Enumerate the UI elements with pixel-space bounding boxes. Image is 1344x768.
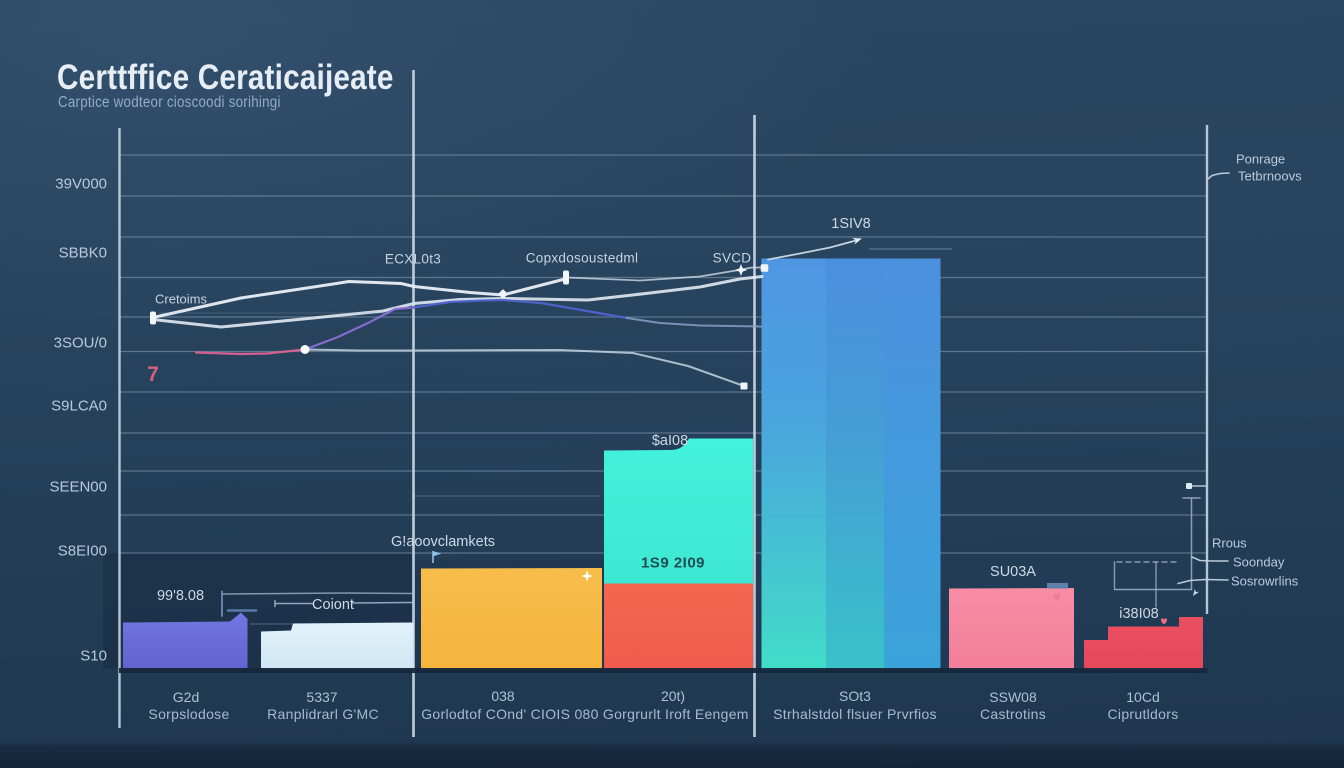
- bar-value-label: i38I08: [1119, 605, 1159, 622]
- callout-998-line: [221, 592, 414, 595]
- x-axis-category: Ranplidrarl G'MC: [267, 706, 379, 722]
- callout-ponrage-elbow: [1207, 172, 1230, 180]
- line-light-lower: [151, 275, 764, 329]
- top-label: ECXL0t3: [384, 251, 442, 267]
- line-thin-top: [566, 266, 763, 282]
- callout-soonday-elbow: [1191, 556, 1229, 562]
- marker-down-arrow: [1193, 588, 1200, 596]
- x-axis-value: 10Cd: [1126, 689, 1160, 705]
- bar-value-label: $aI08: [651, 433, 689, 449]
- bar-big-2: [826, 258, 884, 670]
- right-annotation: Soonday: [1233, 554, 1285, 570]
- top-label: Copxdosoustedml: [525, 250, 639, 266]
- marker-elbow-square: [1186, 483, 1192, 489]
- marker-corner-square: [760, 264, 769, 272]
- y-axis-label: 3SOU/0: [53, 334, 107, 352]
- callout-sosrow-elbow: [1177, 578, 1229, 585]
- marker-yellow-spark: [581, 570, 593, 582]
- bar-value-label: SU03A: [990, 563, 1036, 580]
- line-indigo-fade: [626, 317, 762, 328]
- callout-1siv8-arrow: [767, 239, 857, 261]
- marker-mid-bar: [563, 270, 569, 285]
- x-axis-category: Strhalstdol flsuer Prvrfios: [773, 706, 937, 722]
- marker-red-spark: [1161, 618, 1167, 625]
- line-violet: [303, 306, 415, 351]
- bar-purple: [123, 612, 248, 670]
- right-annotation: Ponrage: [1236, 151, 1286, 166]
- x-axis-value: G2d: [172, 689, 200, 705]
- right-annotation: Tetbrnoovs: [1238, 168, 1302, 184]
- bar-big-3: [884, 258, 941, 670]
- stray-seven: 7: [147, 363, 159, 386]
- bar-pink: [949, 588, 1074, 670]
- bar-darkred: [1084, 617, 1203, 670]
- x-axis-category: Gorlodtof COnd' CIOIS 080 Gorgrurlt Irof…: [421, 706, 749, 722]
- x-axis-category: Castrotins: [979, 706, 1047, 722]
- bar-red: [604, 583, 753, 670]
- y-axis-label: S9LCA0: [51, 397, 107, 415]
- chart-title: Certtffice Ceraticaijeate: [57, 58, 394, 97]
- y-axis-label: 39V000: [55, 175, 107, 193]
- bar-value-label: 99'8.08: [156, 588, 205, 604]
- y-axis-label: SEEN00: [49, 478, 107, 496]
- y-axis-label: S10: [80, 647, 107, 665]
- right-annotation: Sosrowrlins: [1231, 573, 1299, 589]
- marker-cross-diamond: [498, 289, 508, 299]
- marker-drop-square: [740, 382, 748, 390]
- bar-teal: [604, 438, 753, 584]
- line-indigo: [411, 298, 629, 320]
- y-axis-label: S8EI00: [57, 542, 107, 560]
- marker-svcd-sparkle: [735, 264, 747, 276]
- x-axis-value: SOt3: [839, 688, 871, 704]
- x-axis-value: 20t): [660, 688, 686, 704]
- bar-big-1: [761, 258, 826, 670]
- bar-value-label: G!aoovclamkets: [391, 534, 495, 550]
- line-pink: [194, 348, 307, 356]
- bar-value-label: 1S9 2I09: [640, 554, 706, 572]
- marker-flag: [433, 551, 442, 557]
- y-axis-label: SBBK0: [58, 244, 107, 262]
- marker-pink-heart: [1053, 593, 1061, 601]
- bar-value-label: 1SIV8: [831, 216, 871, 232]
- x-axis-value: SSW08: [989, 689, 1037, 705]
- marker-start-bar: [150, 311, 156, 325]
- x-axis-category: Ciprutldors: [1107, 706, 1179, 722]
- x-axis-value: 038: [491, 688, 515, 704]
- x-axis-category: Sorpslodose: [148, 706, 230, 722]
- footer-shade: [0, 742, 1344, 768]
- bar-pink-tab: [1047, 583, 1068, 589]
- line-light-upper: [151, 277, 569, 319]
- top-label: SVCD: [712, 250, 752, 266]
- chart-subtitle: Carptice wodteor cioscoodi sorihingi: [58, 94, 281, 111]
- x-axis-value: 5337: [306, 689, 338, 705]
- marker-arrowhead: [852, 238, 862, 245]
- callout-coiont-right: [351, 601, 413, 604]
- bar-yellow: [421, 568, 602, 670]
- marker-pink-dot: [300, 345, 310, 354]
- right-annotation: Rrous: [1212, 535, 1247, 551]
- bar-value-label: Coiont: [312, 596, 354, 613]
- line-descending: [304, 348, 745, 387]
- series-label: Cretoims: [154, 291, 208, 307]
- bar-lightblue: [261, 622, 414, 670]
